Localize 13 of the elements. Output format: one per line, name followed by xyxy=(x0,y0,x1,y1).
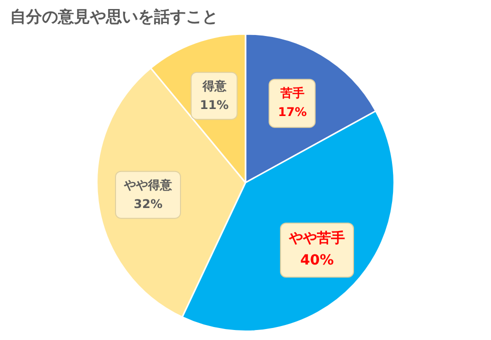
slice-label: 得意 xyxy=(201,78,228,95)
label-box: 苦手 17% xyxy=(269,79,316,128)
label-box: やや得意 32% xyxy=(115,170,182,220)
label-box: やや苦手 40% xyxy=(280,222,354,278)
data-label: 11% xyxy=(200,96,229,114)
slice-label: やや苦手 xyxy=(289,229,346,248)
slice-label: 苦手 xyxy=(279,85,306,102)
chart-title: 自分の意見や思いを話すこと xyxy=(10,6,218,26)
label-box: 得意 11% xyxy=(190,72,238,120)
slice-label: やや得意 xyxy=(124,176,172,194)
data-label: 32% xyxy=(132,196,164,213)
data-label: 40% xyxy=(299,252,335,271)
data-label: 17% xyxy=(278,104,307,122)
